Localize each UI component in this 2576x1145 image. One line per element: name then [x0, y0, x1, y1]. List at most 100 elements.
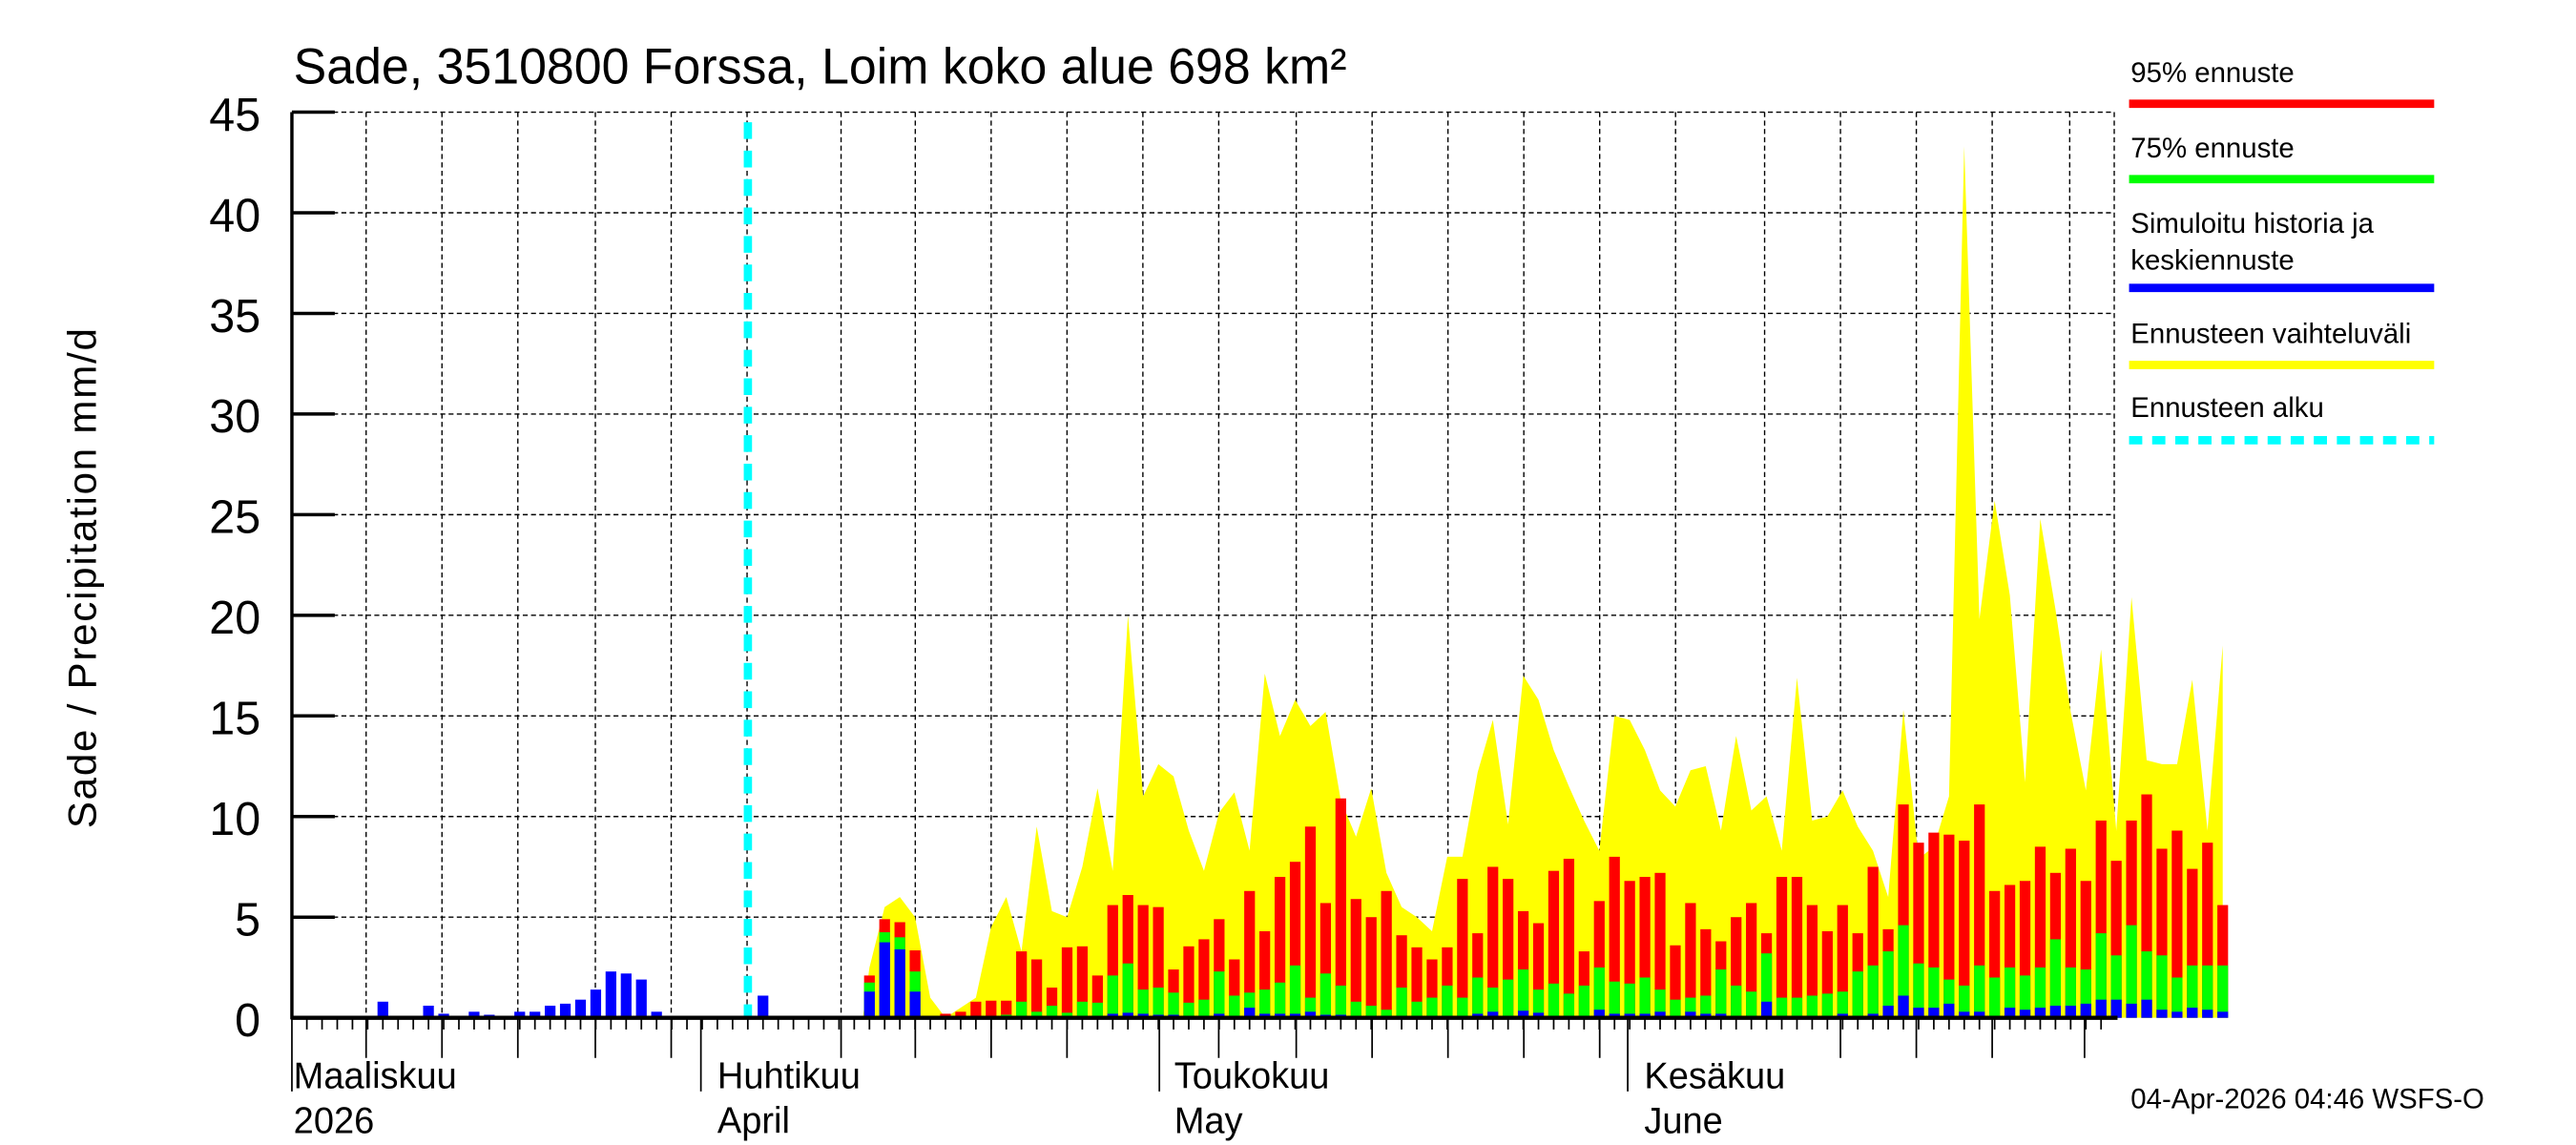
p95-bar [1396, 935, 1407, 1018]
p95-bar [1548, 870, 1560, 1018]
p75-bar [1548, 983, 1560, 1018]
mean-bar [1122, 1012, 1133, 1018]
mean-bar [2080, 1003, 2091, 1018]
p75-bar [1030, 1011, 1043, 1018]
legend-item: Ennusteen alku [2129, 392, 2435, 445]
mean-bar [2004, 1008, 2016, 1018]
p95-bar [1563, 859, 1575, 1018]
mean-bar [1244, 1008, 1256, 1018]
p95-bar [1061, 947, 1073, 1018]
p75-bar [1715, 969, 1727, 1018]
mean-bar [2156, 1010, 2168, 1018]
p75-bar [1411, 1001, 1423, 1018]
history-bar [605, 971, 616, 1018]
p95-bar [2095, 820, 2107, 1018]
x-year-label: June [1644, 1100, 1722, 1141]
history-bar [530, 1011, 541, 1018]
x-year-label: 2026 [294, 1100, 375, 1141]
p95-bar [1411, 947, 1423, 1018]
p95-bar [1670, 945, 1681, 1018]
p95-bar [1806, 905, 1818, 1018]
p75-bar [1852, 971, 1863, 1018]
p75-bar [1198, 999, 1210, 1018]
mean-bar [1959, 1011, 1970, 1018]
p95-bar [1776, 877, 1788, 1018]
p75-bar [1426, 997, 1438, 1018]
p75-bar [1989, 977, 2001, 1018]
history-bar [377, 1001, 388, 1018]
mean-bar [909, 991, 921, 1018]
legend-label: Ennusteen alku [2130, 392, 2324, 424]
mean-bar [1532, 1012, 1545, 1018]
y-tick-label: 20 [209, 593, 260, 644]
mean-bar [1654, 1011, 1666, 1018]
p75-bar [1442, 985, 1453, 1018]
p95-bar [1943, 834, 1955, 1018]
p95-bar [1304, 826, 1317, 1018]
p75-bar [1168, 992, 1179, 1018]
p95-bar [1821, 930, 1833, 1018]
p75-bar [2141, 951, 2152, 1018]
history-bar [559, 1003, 571, 1018]
p75-bar [1928, 967, 1940, 1018]
p95-bar [1091, 975, 1103, 1018]
p95-bar [1122, 895, 1133, 1018]
p95-bar [1928, 832, 1940, 1018]
p95-bar [1517, 910, 1529, 1018]
mean-bar [2171, 1011, 2183, 1018]
p75-bar [2019, 975, 2031, 1018]
p95-bar [1654, 872, 1666, 1018]
p75-bar [1107, 975, 1118, 1018]
history-bar [635, 979, 647, 1018]
y-tick-label: 30 [209, 391, 260, 443]
mean-bar [1304, 1011, 1317, 1018]
mean-bar [2049, 1006, 2062, 1018]
p95-bar [2110, 861, 2122, 1018]
p75-bar [1259, 989, 1271, 1018]
y-tick-label: 0 [235, 995, 260, 1047]
p75-bar [1776, 997, 1788, 1018]
p95-bar [2126, 820, 2137, 1018]
p95-bar [1153, 906, 1164, 1018]
p95-bar [1442, 947, 1453, 1018]
p95-bar [1974, 804, 1985, 1018]
p75-bar [1517, 969, 1529, 1018]
timestamp: 04-Apr-2026 04:46 WSFS-O [2130, 1083, 2484, 1114]
y-tick-label: 15 [209, 693, 260, 744]
x-month-label: Kesäkuu [1644, 1055, 1785, 1096]
y-tick-label: 40 [209, 190, 260, 241]
p95-bar [2187, 868, 2198, 1018]
p95-bar [1791, 877, 1803, 1018]
chart-title: Sade, 3510800 Forssa, Loim koko alue 698… [294, 39, 1347, 94]
y-tick-label: 45 [209, 90, 260, 141]
x-year-label: May [1174, 1100, 1244, 1141]
p95-bar [2171, 830, 2183, 1018]
mean-bar [1593, 1010, 1605, 1018]
history-bar [423, 1006, 434, 1018]
y-tick-label: 10 [209, 794, 260, 845]
p75-bar [2202, 965, 2213, 1018]
p75-bar [1791, 997, 1803, 1018]
p75-bar [1837, 991, 1848, 1018]
mean-bar [1760, 1001, 1773, 1018]
mean-bar [1685, 1011, 1696, 1018]
p75-bar [1153, 988, 1164, 1018]
p75-bar [1639, 977, 1651, 1018]
p75-bar [1244, 992, 1256, 1018]
bar-series [377, 794, 2229, 1018]
mean-bar [1882, 1006, 1894, 1018]
p75-bar [1472, 977, 1484, 1018]
p75-bar [1350, 1001, 1361, 1018]
p95-bar [1289, 862, 1301, 1018]
p95-bar [1183, 946, 1195, 1018]
mean-bar [1913, 1008, 1924, 1018]
p75-bar [1593, 967, 1605, 1018]
mean-bar [2110, 999, 2122, 1018]
p95-bar [1198, 939, 1210, 1018]
x-year-label: April [717, 1100, 790, 1141]
p75-bar [1304, 997, 1317, 1018]
p95-bar [1837, 905, 1848, 1018]
y-tick-label: 25 [209, 491, 260, 543]
legend-item: 75% ennuste [2129, 133, 2435, 184]
